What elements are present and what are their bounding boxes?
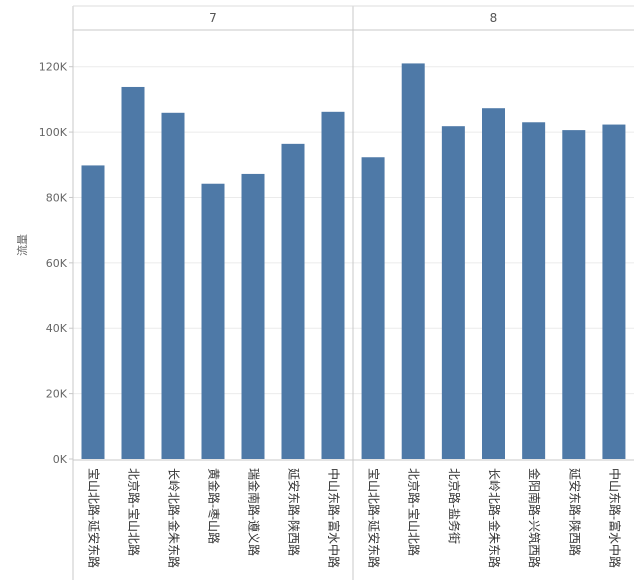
x-tick-label: 宝山北路-延安东路: [367, 468, 382, 568]
bar: [602, 124, 626, 460]
y-tick-label: 120K: [39, 61, 68, 74]
bar: [321, 111, 345, 460]
bar: [562, 130, 586, 459]
x-tick-label: 中山东路-富水中路: [327, 468, 342, 568]
bar: [482, 108, 505, 459]
y-axis-title: 流量: [15, 234, 29, 256]
bar: [121, 86, 145, 459]
panel-header: 7: [209, 11, 217, 25]
x-tick-label: 北京路-盐务街: [447, 468, 462, 544]
y-tick-label: 20K: [46, 388, 68, 401]
bar: [241, 173, 265, 459]
y-tick-label: 60K: [46, 257, 68, 270]
x-tick-label: 长岭北路-金朱东路: [167, 468, 182, 568]
bar: [522, 122, 546, 460]
x-tick-label: 北京路-宝山北路: [407, 468, 422, 556]
x-tick-label: 黄金路-枣山路: [207, 468, 222, 544]
x-axis: 宝山北路-延安东路 北京路-宝山北路 长岭北路-金朱东路 黄金路-枣山路 瑞金南路-遵义…: [87, 468, 623, 568]
x-tick-label: 长岭北路-金朱东路: [487, 468, 502, 568]
x-tick-label: 金阳南路-兴筑西路: [527, 468, 542, 568]
y-tick-label: 80K: [46, 191, 68, 204]
y-tick-label: 0K: [53, 453, 68, 466]
bar: [201, 183, 225, 459]
x-tick-label: 宝山北路-延安东路: [87, 468, 102, 568]
y-tick-label: 40K: [46, 322, 68, 335]
bar: [441, 126, 465, 459]
bar: [361, 157, 385, 459]
x-tick-label: 延安东路-陕西路: [567, 468, 582, 556]
y-axis: 0K 20K 40K 60K 80K 100K 120K: [39, 61, 73, 466]
bars: [81, 63, 626, 460]
x-tick-label: 瑞金南路-遵义路: [247, 468, 262, 556]
panel-header: 8: [490, 11, 498, 25]
y-tick-label: 100K: [39, 126, 68, 139]
bar: [81, 165, 105, 459]
bar: [401, 63, 425, 460]
x-tick-label: 北京路-宝山北路: [127, 468, 142, 556]
bar: [281, 143, 305, 459]
bar: [161, 112, 185, 460]
x-tick-label: 延安东路-陕西路: [287, 468, 302, 556]
x-tick-label: 中山东路-富水中路: [607, 468, 622, 568]
